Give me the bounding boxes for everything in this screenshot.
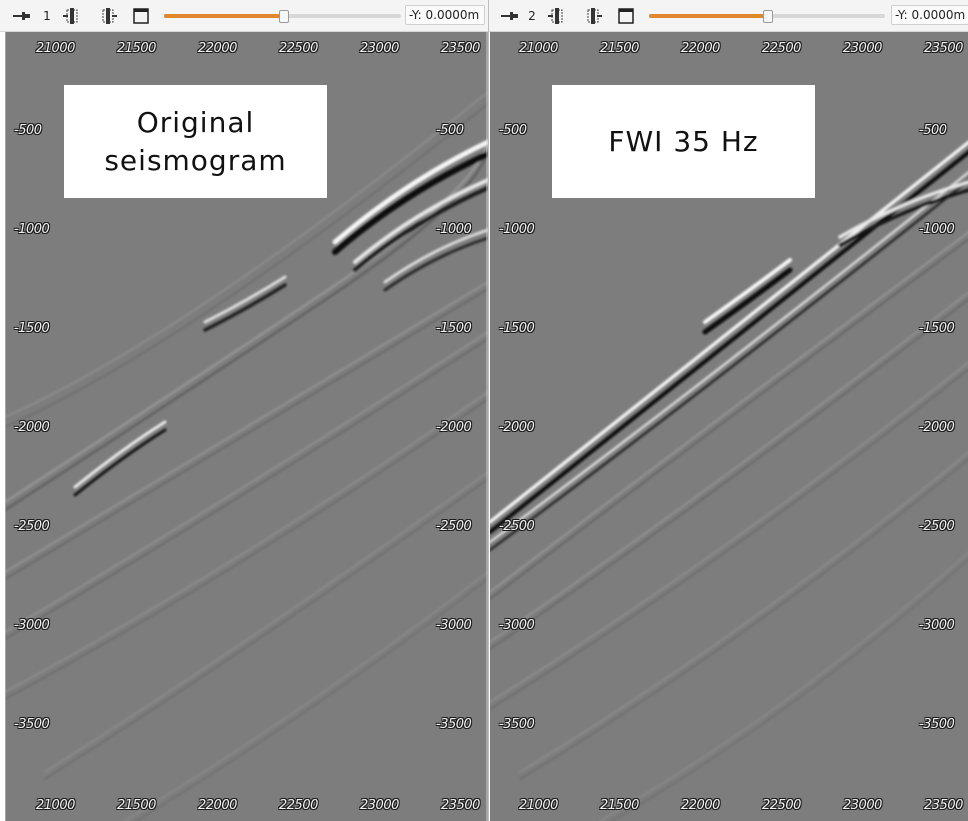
y-tick-label: -3000: [919, 618, 955, 633]
window-icon[interactable]: [131, 0, 151, 31]
y-tick-label: -2000: [436, 420, 472, 435]
view-number: 1: [43, 8, 51, 23]
seismic-view-panel-1: 1 -Y: 0.0000m: [0, 0, 488, 821]
y-tick-label: -1500: [436, 321, 472, 336]
x-tick-label: 21500: [600, 798, 639, 813]
slider-thumb[interactable]: [278, 10, 289, 23]
slice-backward-icon[interactable]: [62, 0, 84, 31]
view-number: 2: [528, 8, 536, 23]
y-tick-label: -2500: [919, 519, 955, 534]
y-tick-label: -1000: [14, 222, 50, 237]
x-tick-label: 21000: [36, 41, 75, 56]
y-tick-label: -3500: [436, 717, 472, 732]
slider-fill: [649, 14, 767, 18]
y-tick-label: -2000: [14, 420, 50, 435]
coordinate-readout: -Y: 0.0000m: [405, 5, 485, 25]
x-tick-label: 21500: [117, 798, 156, 813]
x-tick-label: 22500: [762, 798, 801, 813]
pin-icon[interactable]: [499, 0, 521, 31]
seismic-view-panel-2: 2 -Y: 0.0000m: [488, 0, 968, 821]
y-tick-label: -500: [499, 123, 527, 138]
slider-thumb[interactable]: [763, 10, 773, 23]
coordinate-readout: -Y: 0.0000m: [891, 5, 968, 25]
y-tick-label: -2500: [14, 519, 50, 534]
seismic-canvas-1[interactable]: Original seismogram 21000 21500 22000 22…: [5, 32, 488, 821]
view-toolbar-1: 1 -Y: 0.0000m: [0, 0, 488, 32]
slice-forward-icon[interactable]: [96, 0, 118, 31]
x-tick-label: 23500: [441, 41, 480, 56]
y-tick-label: -3000: [499, 618, 535, 633]
y-tick-label: -3500: [14, 717, 50, 732]
x-tick-label: 22500: [762, 41, 801, 56]
y-tick-label: -1000: [499, 222, 535, 237]
x-tick-label: 21000: [519, 41, 558, 56]
x-tick-label: 23500: [441, 798, 480, 813]
view-toolbar-2: 2 -Y: 0.0000m: [489, 0, 968, 32]
y-tick-label: -3000: [14, 618, 50, 633]
x-tick-label: 22000: [681, 41, 720, 56]
y-tick-label: -1500: [14, 321, 50, 336]
x-tick-label: 23500: [924, 41, 963, 56]
seismic-canvas-2[interactable]: FWI 35 Hz 21000 21500 22000 22500 23000 …: [490, 32, 968, 821]
slider-fill: [164, 14, 283, 18]
x-tick-label: 22500: [279, 41, 318, 56]
x-tick-label: 23000: [843, 41, 882, 56]
x-tick-label: 23000: [360, 41, 399, 56]
y-tick-label: -2500: [499, 519, 535, 534]
x-tick-label: 21500: [600, 41, 639, 56]
slice-slider[interactable]: [649, 10, 885, 23]
x-tick-label: 23000: [360, 798, 399, 813]
x-tick-label: 21000: [519, 798, 558, 813]
y-tick-label: -3500: [919, 717, 955, 732]
overlay-label: Original seismogram: [64, 85, 327, 198]
slice-slider[interactable]: [164, 10, 401, 23]
x-tick-label: 21500: [117, 41, 156, 56]
window-icon[interactable]: [616, 0, 636, 31]
y-tick-label: -2000: [499, 420, 535, 435]
x-tick-label: 23500: [924, 798, 963, 813]
x-tick-label: 22500: [279, 798, 318, 813]
y-tick-label: -2000: [919, 420, 955, 435]
y-tick-label: -1000: [436, 222, 472, 237]
y-tick-label: -1500: [499, 321, 535, 336]
y-tick-label: -500: [436, 123, 464, 138]
pin-icon[interactable]: [11, 0, 33, 31]
y-tick-label: -2500: [436, 519, 472, 534]
x-tick-label: 22000: [198, 798, 237, 813]
x-tick-label: 21000: [36, 798, 75, 813]
x-tick-label: 22000: [198, 41, 237, 56]
y-tick-label: -3000: [436, 618, 472, 633]
y-tick-label: -1000: [919, 222, 955, 237]
y-tick-label: -3500: [499, 717, 535, 732]
overlay-label: FWI 35 Hz: [552, 85, 815, 198]
y-tick-label: -1500: [919, 321, 955, 336]
y-tick-label: -500: [14, 123, 42, 138]
slice-backward-icon[interactable]: [547, 0, 569, 31]
slice-forward-icon[interactable]: [581, 0, 603, 31]
x-tick-label: 22000: [681, 798, 720, 813]
x-tick-label: 23000: [843, 798, 882, 813]
y-tick-label: -500: [919, 123, 947, 138]
